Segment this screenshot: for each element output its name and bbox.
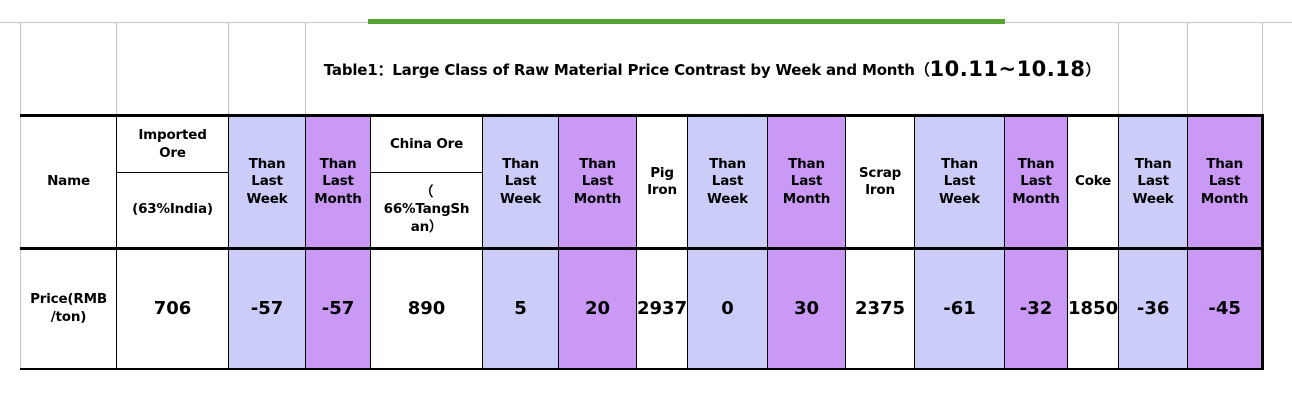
header-than-last-week-china-ore: Than Last Week [482, 114, 559, 249]
value-imported-ore-week: -57 [228, 247, 306, 370]
value-pig-iron-week: 0 [687, 247, 768, 370]
empty-cell [1118, 22, 1189, 116]
raw-material-price-table: Table1：Large Class of Raw Material Price… [20, 22, 1265, 370]
header-than-last-week-scrap-iron: Than Last Week [914, 114, 1005, 249]
header-than-last-week-coke: Than Last Week [1118, 114, 1189, 249]
value-coke-month: -45 [1187, 247, 1265, 370]
header-coke: Coke [1066, 114, 1120, 249]
value-pig-iron-month: 30 [767, 247, 846, 370]
title-date-range: 10.11~10.18 [929, 56, 1086, 81]
value-scrap-iron-week: -61 [914, 247, 1005, 370]
header-than-last-month-coke: Than Last Month [1187, 114, 1265, 249]
value-coke-week: -36 [1118, 247, 1189, 370]
header-than-last-month-china-ore: Than Last Month [558, 114, 637, 249]
value-imported-ore-price: 706 [116, 247, 229, 370]
spec-imported-ore: (63%India) [116, 172, 229, 250]
header-than-last-week-pig-iron: Than Last Week [687, 114, 768, 249]
spec-china-ore: （ 66%TangSh an） [370, 172, 483, 250]
header-than-last-month-imported-ore: Than Last Month [305, 114, 371, 249]
header-name: Name [20, 114, 117, 249]
value-pig-iron-price: 2937 [636, 247, 688, 370]
title-close-paren: ） [1085, 60, 1101, 79]
value-china-ore-price: 890 [370, 247, 483, 370]
page-title: Table1：Large Class of Raw Material Price… [323, 60, 915, 79]
value-scrap-iron-month: -32 [1004, 247, 1068, 370]
empty-cell [228, 22, 306, 116]
value-china-ore-week: 5 [482, 247, 559, 370]
empty-cell [20, 22, 117, 116]
header-than-last-month-scrap-iron: Than Last Month [1004, 114, 1068, 249]
header-china-ore: China Ore [370, 114, 483, 173]
header-pig-iron: Pig Iron [636, 114, 688, 249]
row-label-price: Price(RMB /ton) [20, 247, 117, 370]
value-coke-price: 1850 [1066, 247, 1120, 370]
value-china-ore-month: 20 [558, 247, 637, 370]
header-imported-ore: Imported Ore [116, 114, 229, 173]
header-than-last-month-pig-iron: Than Last Month [767, 114, 846, 249]
header-than-last-week-imported-ore: Than Last Week [228, 114, 306, 249]
header-scrap-iron: Scrap Iron [845, 114, 915, 249]
table-title-cell: Table1：Large Class of Raw Material Price… [304, 22, 1120, 116]
empty-cell [116, 22, 229, 116]
value-scrap-iron-price: 2375 [845, 247, 915, 370]
title-open-paren: （ [914, 60, 930, 79]
value-imported-ore-month: -57 [305, 247, 371, 370]
empty-cell [1187, 22, 1264, 116]
green-accent-line [368, 19, 1005, 24]
